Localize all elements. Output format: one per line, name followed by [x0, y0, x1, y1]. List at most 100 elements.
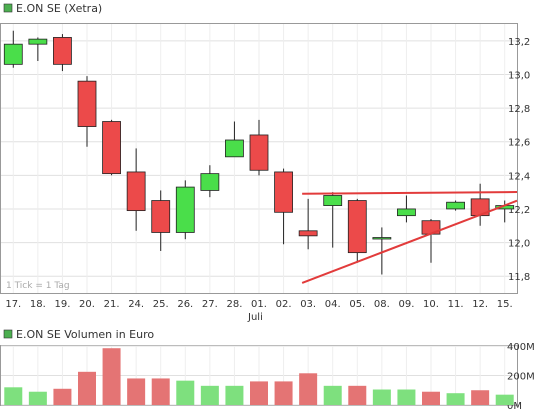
date-tick-label: 12.: [472, 299, 488, 310]
candle-body-down: [151, 200, 171, 233]
volume-bar: [422, 391, 440, 405]
price-tick-label: 12,6: [508, 138, 530, 149]
candle-body-up: [200, 173, 220, 191]
candle: [151, 190, 171, 251]
candle: [274, 168, 293, 245]
candle-body-up: [28, 38, 48, 45]
volume-bar: [348, 385, 367, 405]
volume-bar: [274, 381, 293, 405]
date-tick-label: 15.: [497, 299, 513, 310]
candle: [298, 198, 318, 250]
volume-legend-swatch: [3, 329, 13, 339]
candle: [470, 183, 490, 226]
date-tick-label: 20.: [79, 299, 95, 310]
volume-bar: [323, 385, 342, 405]
volume-bar: [397, 389, 416, 405]
candle-body-up: [397, 208, 416, 217]
date-tick-label: 03.: [300, 299, 316, 310]
price-y-axis: 11,8 12,0 12,2 12,4 12,6 12,8 13,0 13,2: [508, 37, 530, 283]
candle-body-down: [298, 230, 318, 237]
volume-tick-label: 200M: [507, 372, 535, 383]
volume-tick-label: 400M: [507, 342, 535, 353]
candle-body-up: [446, 201, 465, 210]
candle: [347, 198, 367, 263]
scale-watermark: 1 Tick = 1 Tag: [6, 281, 70, 291]
candle-body-up: [225, 139, 244, 158]
date-tick-label: 17.: [5, 299, 21, 310]
candle: [53, 34, 72, 72]
candle-body-down: [102, 121, 121, 175]
candle: [225, 121, 244, 158]
candle-body-up: [3, 43, 23, 65]
price-tick-label: 12,4: [508, 171, 530, 182]
price-legend-swatch: [3, 3, 13, 13]
price-tick-label: 12,0: [508, 239, 530, 250]
date-tick-label: 25.: [153, 299, 169, 310]
candle-body-up: [323, 195, 343, 206]
date-tick-label: 05.: [349, 299, 365, 310]
volume-bar: [127, 378, 146, 405]
candle: [323, 192, 343, 248]
date-tick-label: 10.: [423, 299, 439, 310]
candle: [3, 30, 23, 68]
candle: [102, 119, 121, 176]
volume-bar: [225, 385, 244, 405]
candle: [28, 37, 48, 61]
date-tick-label: 04.: [325, 299, 341, 310]
date-tick-label: 24.: [128, 299, 144, 310]
candle-body-up: [175, 186, 195, 233]
candle-body-down: [77, 80, 97, 127]
date-tick-label: 11.: [448, 299, 464, 310]
volume-bar: [250, 381, 268, 405]
date-x-axis: 17. 18. 19. 20. 21. 24. 25. 26. 27. 28. 01. 02. 03. 0…: [5, 299, 512, 310]
candle-body-up: [372, 237, 392, 240]
month-label: Juli: [247, 312, 263, 323]
candle: [175, 180, 195, 240]
date-tick-label: 26.: [177, 299, 193, 310]
trend-lines: [301, 191, 518, 284]
volume-legend-label: E.ON SE Volumen in Euro: [16, 328, 154, 341]
date-tick-label: 21.: [104, 299, 120, 310]
volume-y-axis: 0M 200M 400M: [507, 342, 535, 412]
date-tick-label: 28.: [226, 299, 242, 310]
price-tick-label: 13,2: [508, 37, 530, 48]
date-tick-label: 02.: [276, 299, 292, 310]
candle: [446, 200, 465, 211]
trend-line: [301, 199, 518, 284]
volume-bar: [28, 391, 47, 405]
volume-bars: [4, 348, 514, 405]
price-tick-label: 11,8: [508, 272, 530, 283]
date-tick-label: 01.: [251, 299, 267, 310]
price-legend-label: E.ON SE (Xetra): [16, 2, 102, 15]
volume-bar: [446, 393, 465, 405]
volume-bar: [78, 371, 96, 405]
date-tick-label: 19.: [54, 299, 70, 310]
candle-body-down: [53, 37, 72, 65]
candle-body-down: [274, 171, 293, 213]
price-candles: [3, 30, 515, 275]
volume-bar: [102, 348, 121, 405]
candle: [200, 165, 220, 198]
price-tick-label: 13,0: [508, 70, 530, 81]
price-tick-label: 12,2: [508, 205, 530, 216]
volume-tick-label: 0M: [507, 401, 522, 412]
candle: [126, 148, 146, 231]
price-tick-label: 12,8: [508, 104, 530, 115]
volume-bar: [471, 390, 490, 405]
volume-bar: [495, 394, 514, 405]
date-tick-label: 27.: [202, 299, 218, 310]
volume-bar: [176, 380, 195, 405]
volume-bar: [151, 378, 170, 405]
candle: [397, 195, 416, 223]
candle: [421, 219, 441, 263]
volume-bar: [53, 388, 72, 405]
candle-body-down: [249, 134, 269, 171]
date-tick-label: 08.: [374, 299, 390, 310]
volume-bar: [4, 387, 23, 405]
candle-body-down: [126, 171, 146, 212]
candle: [249, 119, 269, 176]
candle: [372, 227, 392, 275]
volume-bar: [200, 385, 219, 405]
candle-body-down: [347, 200, 367, 254]
